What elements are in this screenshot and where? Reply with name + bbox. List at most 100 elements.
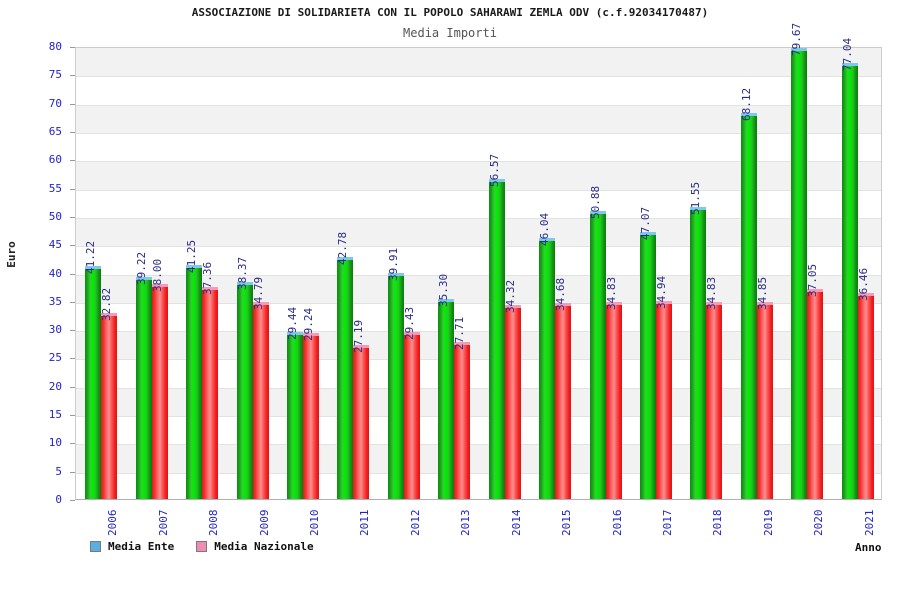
bar-body	[337, 259, 354, 499]
bar-media-nazionale[interactable]	[555, 302, 572, 499]
bar-body	[756, 304, 773, 499]
legend-item-media-ente[interactable]: Media Ente	[90, 540, 174, 553]
bar-value-label: 29.24	[301, 308, 315, 342]
bar-media-ente[interactable]	[387, 273, 404, 499]
bar-media-nazionale[interactable]	[706, 301, 723, 499]
y-axis-tick-label: 70	[48, 96, 62, 110]
bar-media-ente[interactable]	[539, 238, 556, 499]
bar-media-ente[interactable]	[438, 299, 455, 499]
bar-media-nazionale[interactable]	[151, 283, 168, 499]
gridline	[76, 444, 881, 446]
y-axis-tick-label: 35	[48, 294, 62, 308]
bar-media-ente[interactable]	[841, 62, 858, 499]
bar-cap	[841, 62, 858, 66]
bar-media-nazionale[interactable]	[656, 301, 673, 499]
bar-cap	[236, 281, 253, 285]
bar-body	[857, 295, 874, 499]
background-band	[76, 48, 881, 77]
x-axis-tick-label: 2012	[408, 509, 422, 537]
y-axis-tick-mark	[70, 131, 75, 133]
bar-media-nazionale[interactable]	[202, 287, 219, 499]
bar-media-nazionale[interactable]	[403, 332, 420, 499]
bar-media-ente[interactable]	[186, 265, 203, 499]
bar-value-label: 27.19	[352, 319, 366, 354]
bar-cap	[403, 332, 420, 336]
bar-value-label: 50.88	[588, 185, 602, 219]
gridline	[76, 359, 881, 361]
bar-value-label: 79.67	[790, 22, 804, 56]
bar-media-nazionale[interactable]	[756, 301, 773, 499]
bar-media-ente[interactable]	[85, 265, 102, 499]
bar-value-label: 34.85	[755, 276, 769, 310]
bar-cap	[286, 332, 303, 336]
bar-media-ente[interactable]	[337, 256, 354, 499]
bar-cap	[640, 232, 657, 236]
bar-cap	[740, 113, 757, 117]
bar-media-nazionale[interactable]	[504, 304, 521, 499]
bar-value-label: 68.12	[739, 88, 753, 122]
bar-cap	[186, 265, 203, 269]
bar-media-ente[interactable]	[791, 48, 808, 499]
bar-media-ente[interactable]	[740, 113, 757, 499]
gridline	[76, 331, 881, 333]
bar-body	[151, 286, 168, 499]
bar-cap	[589, 210, 606, 214]
y-axis-tick-mark	[70, 386, 75, 388]
bar-body	[841, 65, 858, 499]
y-axis-tick-label: 65	[48, 124, 62, 138]
bar-value-label: 35.30	[437, 273, 451, 308]
y-axis-tick-mark	[70, 415, 75, 417]
bar-body	[202, 290, 219, 499]
y-axis-tick-label: 0	[55, 493, 62, 506]
bar-media-ente[interactable]	[690, 207, 707, 499]
bar-value-label: 38.37	[235, 256, 249, 290]
bar-media-nazionale[interactable]	[605, 301, 622, 499]
bar-media-ente[interactable]	[286, 332, 303, 499]
gridline	[76, 472, 881, 474]
bar-media-nazionale[interactable]	[857, 292, 874, 499]
bar-media-ente[interactable]	[236, 281, 253, 499]
bar-cap	[756, 301, 773, 305]
x-axis-tick-label: 2011	[358, 509, 372, 537]
bar-body	[101, 316, 118, 499]
bar-media-nazionale[interactable]	[302, 333, 319, 499]
gridline	[76, 217, 881, 219]
y-axis-tick-label: 5	[55, 464, 62, 478]
gridline	[76, 274, 881, 276]
y-axis-tick-label: 75	[48, 68, 62, 82]
bar-value-label: 39.91	[386, 247, 400, 281]
y-axis-tick-label: 45	[48, 238, 62, 252]
bar-value-label: 77.04	[840, 37, 854, 71]
bar-media-ente[interactable]	[488, 178, 505, 499]
x-axis-tick-label: 2013	[459, 509, 473, 537]
y-axis-tick-mark	[70, 75, 75, 77]
y-axis-tick-label: 15	[48, 408, 62, 422]
bar-body	[488, 181, 505, 499]
legend-item-media-nazionale[interactable]: Media Nazionale	[196, 540, 314, 553]
legend-swatch	[196, 541, 208, 552]
bar-body	[740, 116, 757, 499]
bar-media-nazionale[interactable]	[101, 313, 118, 499]
bar-media-ente[interactable]	[640, 232, 657, 499]
legend-label: Media Nazionale	[214, 540, 314, 553]
x-axis-tick-label: 2020	[812, 509, 826, 537]
bar-media-nazionale[interactable]	[807, 289, 824, 499]
bar-media-ente[interactable]	[135, 276, 152, 499]
chart-subtitle: Media Importi	[403, 26, 497, 40]
bar-body	[706, 304, 723, 499]
bar-cap	[706, 301, 723, 305]
gridline	[76, 387, 881, 389]
background-band	[76, 161, 881, 190]
y-axis-tick-label: 50	[48, 209, 62, 223]
bar-cap	[202, 287, 219, 291]
bar-media-nazionale[interactable]	[353, 345, 370, 499]
bar-cap	[454, 342, 471, 346]
bar-media-nazionale[interactable]	[454, 342, 471, 499]
bar-media-nazionale[interactable]	[252, 302, 269, 499]
bar-cap	[690, 207, 707, 211]
bar-body	[690, 210, 707, 499]
bar-body	[353, 348, 370, 499]
bar-body	[656, 304, 673, 499]
bar-media-ente[interactable]	[589, 210, 606, 499]
gridline	[76, 104, 881, 106]
